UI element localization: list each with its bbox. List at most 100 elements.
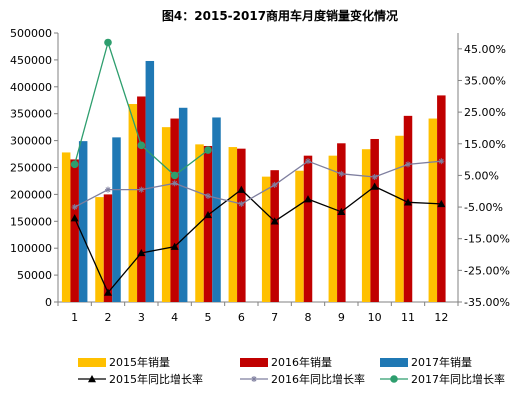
legend-label-2016年同比增长率: 2016年同比增长率 (271, 372, 365, 386)
chart-lines (70, 38, 446, 296)
x-tick-label: 5 (205, 311, 212, 324)
bar-2015年销量-8 (295, 170, 304, 302)
chart-title: 图4：2015-2017商用车月度销量变化情况 (162, 8, 398, 23)
point-2015年同比增长率-10 (370, 182, 379, 190)
right-tick-label: 15.00% (464, 138, 506, 151)
point-2016年同比增长率-12 (438, 158, 445, 165)
point-2016年同比增长率-10 (371, 173, 378, 180)
bar-2017年销量-5 (212, 117, 221, 302)
legend-swatch-2016年销量 (240, 358, 268, 367)
chart-legend: 2015年销量 2016年销量 2017年销量 2015年同比增长率 2016年同比增长… (78, 355, 505, 386)
right-tick-label: 5.00% (464, 169, 499, 182)
bar-2016年销量-7 (270, 170, 279, 302)
bar-2017年销量-1 (78, 141, 88, 302)
chart-axes: 0500001000001500002000002500003000003500… (10, 27, 510, 324)
point-2016年同比增长率-7 (271, 181, 278, 188)
bar-2016年销量-11 (403, 115, 413, 303)
legend-swatch-2015年销量 (78, 358, 106, 367)
bar-2017年销量-4 (178, 107, 188, 302)
point-2016年同比增长率-8 (305, 158, 311, 165)
right-tick-label: 35.00% (464, 74, 506, 87)
point-2017年同比增长率-1 (70, 160, 79, 169)
left-tick-label: 100000 (10, 242, 52, 255)
x-tick-label: 3 (138, 311, 145, 324)
bar-2016年销量-2 (103, 194, 113, 302)
point-2016年同比增长率-4 (171, 180, 178, 187)
bar-2015年销量-9 (328, 155, 338, 302)
x-tick-label: 12 (434, 311, 448, 324)
right-tick-label: -35.00% (464, 296, 510, 309)
point-2017年同比增长率-3 (137, 141, 146, 150)
point-2016年同比增长率-3 (138, 186, 145, 193)
point-2015年同比增长率-11 (404, 198, 412, 206)
left-tick-label: 250000 (10, 162, 52, 175)
right-tick-label: -15.00% (464, 233, 510, 246)
point-2017年同比增长率-2 (104, 38, 112, 47)
bar-2016年销量-4 (170, 118, 179, 303)
left-tick-label: 50000 (17, 269, 52, 282)
x-tick-label: 7 (271, 311, 278, 324)
point-2015年同比增长率-4 (170, 242, 179, 250)
right-tick-label: -5.00% (464, 201, 503, 214)
bar-2016年销量-9 (337, 143, 346, 302)
line-2016年同比增长率 (74, 160, 442, 208)
left-tick-label: 400000 (10, 81, 52, 94)
point-2016年同比增长率-1 (71, 204, 78, 211)
legend-label-2015年同比增长率: 2015年同比增长率 (109, 372, 203, 386)
point-2016年同比增长率-2 (105, 186, 111, 193)
right-tick-label: 45.00% (464, 43, 506, 56)
point-2015年同比增长率-3 (137, 248, 146, 257)
left-tick-label: 0 (45, 296, 52, 309)
left-tick-label: 500000 (10, 27, 52, 40)
bar-2015年销量-3 (128, 104, 138, 303)
bar-2017年销量-2 (112, 137, 121, 302)
left-tick-label: 200000 (10, 188, 52, 201)
point-2015年同比增长率-1 (70, 214, 79, 222)
bar-2015年销量-6 (228, 147, 238, 302)
left-tick-label: 300000 (10, 135, 52, 148)
point-2015年同比增长率-9 (337, 207, 346, 216)
bar-2015年销量-10 (361, 149, 371, 302)
bar-2015年销量-2 (95, 197, 104, 302)
bar-2016年销量-12 (437, 95, 446, 303)
right-tick-label: 25.00% (464, 106, 506, 119)
point-2016年同比增长率-6 (238, 200, 245, 207)
legend-marker-2017年同比增长率 (390, 375, 398, 383)
legend-label-2016年销量: 2016年销量 (271, 355, 332, 369)
right-tick-label: -25.00% (464, 264, 510, 277)
bar-2016年销量-1 (70, 159, 79, 302)
point-2015年同比增长率-8 (304, 195, 312, 203)
legend-marker-2015年同比增长率 (88, 375, 96, 383)
x-tick-label: 2 (105, 311, 112, 324)
left-tick-label: 450000 (10, 54, 52, 67)
x-tick-label: 8 (305, 311, 312, 324)
bar-2016年销量-3 (137, 96, 146, 302)
point-2016年同比增长率-5 (205, 192, 211, 199)
point-2015年同比增长率-2 (104, 288, 112, 296)
bar-2016年销量-10 (370, 138, 379, 302)
line-2015年同比增长率 (74, 185, 442, 294)
left-tick-label: 350000 (10, 108, 52, 121)
legend-swatch-2017年销量 (380, 358, 408, 367)
x-tick-label: 4 (171, 311, 178, 324)
point-2016年同比增长率-11 (405, 161, 411, 168)
point-2015年同比增长率-12 (437, 199, 446, 208)
x-tick-label: 1 (71, 311, 78, 324)
point-2017年同比增长率-5 (204, 146, 212, 154)
bar-2015年销量-1 (61, 152, 71, 302)
bar-2016年销量-5 (203, 145, 213, 302)
legend-label-2017年销量: 2017年销量 (411, 355, 472, 369)
legend-marker-2016年同比增长率 (251, 376, 257, 382)
point-2016年同比增长率-9 (338, 170, 345, 177)
point-2015年同比增长率-6 (237, 185, 246, 193)
x-tick-label: 9 (338, 311, 345, 324)
chart-bars (61, 60, 446, 303)
bar-2016年销量-8 (303, 155, 313, 302)
x-tick-label: 10 (368, 311, 382, 324)
bar-2015年销量-7 (261, 176, 271, 302)
bar-2015年销量-11 (395, 135, 404, 302)
legend-label-2017年同比增长率: 2017年同比增长率 (411, 372, 505, 386)
bar-2015年销量-12 (428, 118, 438, 303)
